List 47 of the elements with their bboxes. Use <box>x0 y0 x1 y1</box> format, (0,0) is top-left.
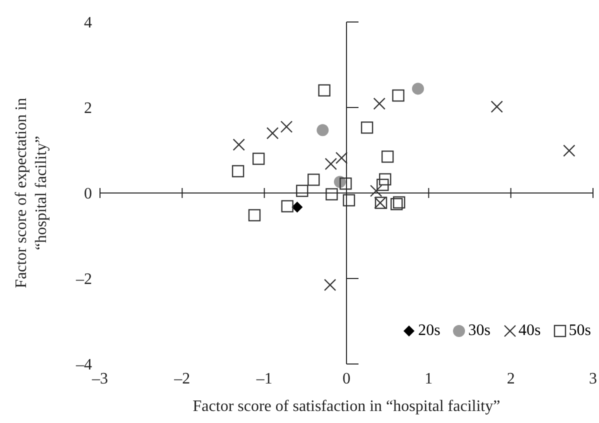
point <box>376 178 389 191</box>
point <box>266 127 279 140</box>
legend-label: 50s <box>568 322 591 340</box>
point <box>252 152 265 165</box>
x-tick-label: 0 <box>342 370 350 388</box>
point <box>412 82 424 95</box>
point <box>292 202 303 213</box>
x-axis-title: Factor score of satisfaction in “hospital facility” <box>192 398 500 415</box>
point <box>232 165 244 178</box>
x-tick-label: 1 <box>424 370 433 388</box>
point <box>342 194 356 206</box>
point <box>324 278 336 292</box>
point <box>390 198 403 210</box>
point <box>316 124 329 136</box>
y-tick-label: –4 <box>75 356 92 374</box>
point <box>392 89 404 102</box>
y-tick-label: 4 <box>84 14 92 32</box>
point <box>335 152 348 164</box>
point <box>296 184 308 197</box>
point <box>324 158 337 170</box>
point <box>563 144 576 157</box>
legend-label: 30s <box>468 322 491 340</box>
x-tick-label: 2 <box>506 370 515 388</box>
point <box>381 150 394 163</box>
x-tick-label: –3 <box>91 370 108 388</box>
point <box>232 138 245 151</box>
y-tick-label: 2 <box>84 100 92 118</box>
x-tick-label: –2 <box>173 370 190 388</box>
y-axis-title: Factor score of expectation in “hospital facility” <box>12 96 51 290</box>
point <box>360 121 374 134</box>
legend-label: 20s <box>418 322 440 340</box>
legend-label: 40s <box>518 322 541 340</box>
point <box>340 177 352 190</box>
point <box>326 188 338 200</box>
point <box>379 173 392 186</box>
y-tick-label: –2 <box>75 271 92 288</box>
x-tick-label: 3 <box>589 370 597 388</box>
point <box>392 196 406 209</box>
point <box>248 209 261 222</box>
point <box>373 98 386 110</box>
point <box>308 174 320 186</box>
point <box>281 200 294 212</box>
point <box>318 84 330 96</box>
point <box>280 120 293 133</box>
point <box>490 100 503 113</box>
y-tick-label: 0 <box>84 186 92 203</box>
x-tick-label: –1 <box>255 370 272 388</box>
